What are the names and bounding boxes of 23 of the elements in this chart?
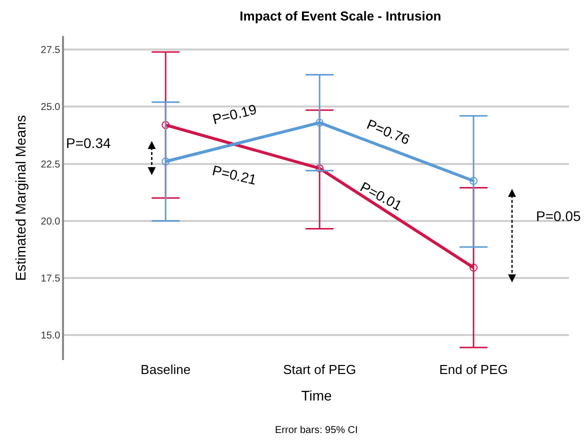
y-tick-label: 25.0 bbox=[40, 102, 61, 114]
point bbox=[162, 120, 170, 129]
chart-title: Impact of Event Scale - Intrusion bbox=[240, 8, 442, 24]
x-tick-label: End of PEG bbox=[439, 362, 508, 377]
y-tick-label: 15.0 bbox=[40, 330, 61, 342]
annotation: P=0.05 bbox=[536, 208, 581, 224]
y-tick-label: 22.5 bbox=[40, 159, 61, 170]
y-tick-label: 17.5 bbox=[40, 273, 61, 284]
x-axis-title: Time bbox=[301, 387, 332, 404]
x-tick-label: Baseline bbox=[140, 362, 191, 377]
y-tick-label: 20.0 bbox=[40, 216, 61, 228]
point bbox=[470, 176, 478, 185]
x-tick-label: Start of PEG bbox=[283, 362, 356, 377]
annotation: P=0.34 bbox=[66, 135, 111, 151]
point bbox=[316, 118, 324, 127]
point bbox=[316, 164, 324, 172]
y-tick-label: 27.5 bbox=[40, 45, 61, 56]
point bbox=[162, 157, 170, 166]
point bbox=[470, 264, 478, 272]
annotation: P=0.19 bbox=[210, 100, 258, 128]
y-axis-title: Estimated Marginal Means bbox=[12, 115, 28, 281]
annotation: P=0.21 bbox=[210, 162, 258, 188]
text: Error bars: 95% CI bbox=[275, 425, 358, 436]
